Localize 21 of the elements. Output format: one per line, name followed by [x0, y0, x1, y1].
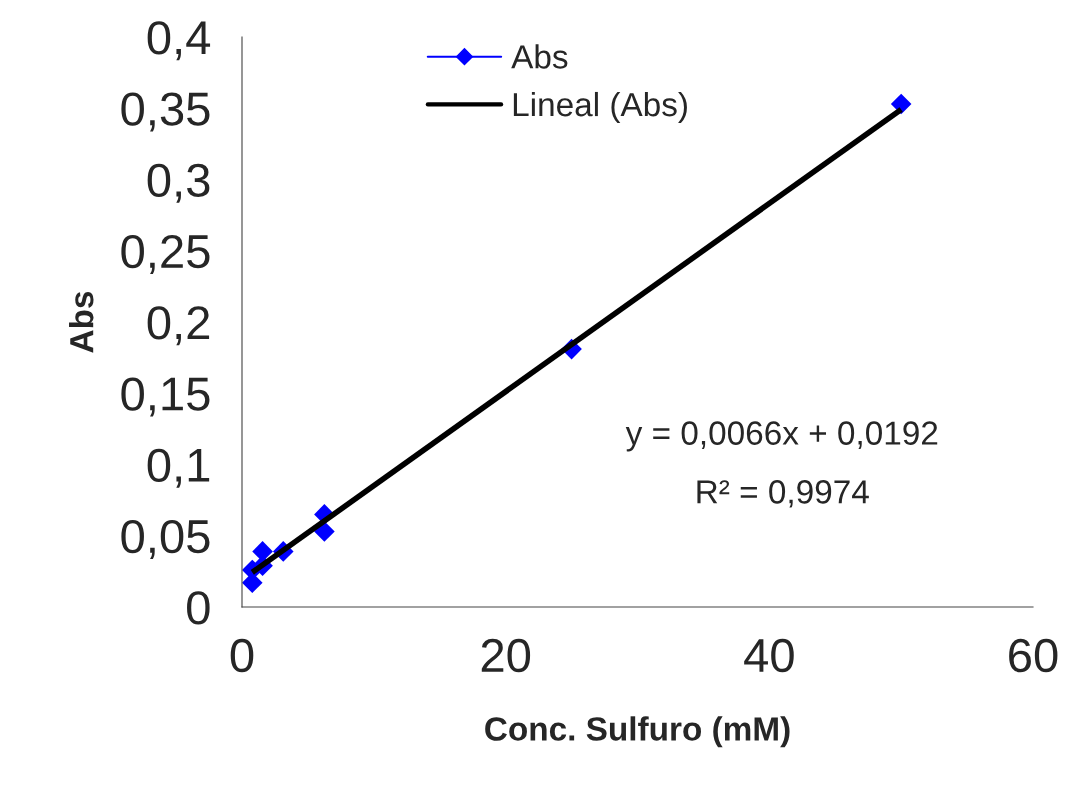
y-tick-label: 0,3: [147, 163, 210, 203]
point: [314, 521, 335, 542]
y-tick-label: 0,25: [121, 234, 210, 274]
y-tick-label: 0,2: [147, 306, 210, 346]
point: [890, 93, 912, 115]
x-tick-label: 40: [744, 638, 794, 673]
y-axis-title: Abs: [69, 291, 94, 353]
legend-label: Abs: [511, 44, 568, 69]
y-tick-label: 0,35: [121, 92, 210, 132]
y-tick-label: 0,05: [121, 519, 210, 559]
annotation: R² = 0,9974: [697, 480, 869, 508]
x-tick-label: 20: [481, 638, 531, 673]
x-axis-title: Conc. Sulfuro (mM): [485, 716, 790, 748]
annotation: y = 0,0066x + 0,0192: [625, 421, 938, 452]
y-tick-label: 0,15: [121, 377, 210, 417]
x-tick-label: 60: [1009, 638, 1058, 673]
x-tick-label: 0: [230, 638, 254, 673]
y-tick-label: 0: [187, 591, 210, 625]
legend-label: Lineal (Abs): [513, 91, 687, 123]
y-tick-label: 0,1: [147, 448, 210, 488]
y-tick-label: 0,4: [147, 21, 211, 61]
